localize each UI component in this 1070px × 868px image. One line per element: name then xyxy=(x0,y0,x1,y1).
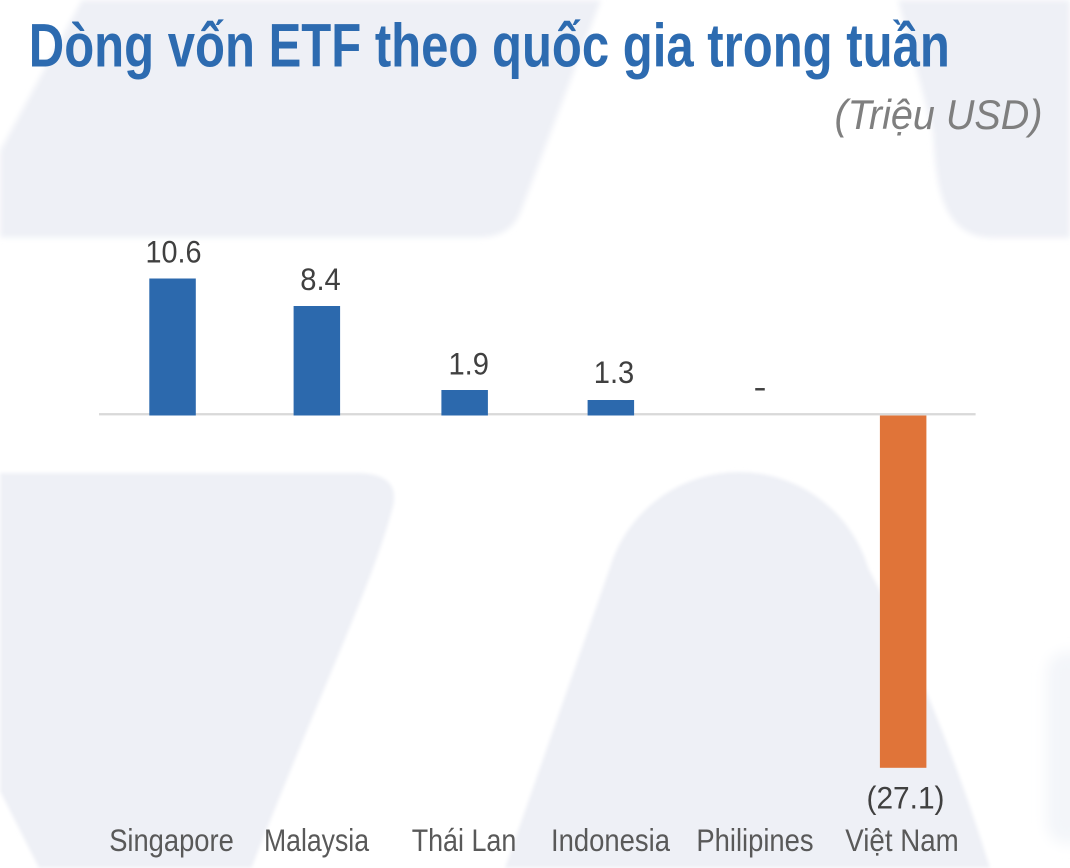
svg-text:Philipines: Philipines xyxy=(696,822,813,858)
svg-text:(Triệu USD): (Triệu USD) xyxy=(835,91,1043,138)
svg-text:Thái Lan: Thái Lan xyxy=(412,822,517,858)
svg-text:Việt Nam: Việt Nam xyxy=(845,822,959,858)
svg-text:8.4: 8.4 xyxy=(300,261,341,297)
svg-text:Indonesia: Indonesia xyxy=(551,822,670,858)
svg-text:(27.1): (27.1) xyxy=(867,780,945,816)
svg-text:1.9: 1.9 xyxy=(448,345,489,381)
svg-text:Singapore: Singapore xyxy=(109,822,234,858)
svg-text:1.3: 1.3 xyxy=(594,354,635,390)
svg-text:Malaysia: Malaysia xyxy=(264,822,369,858)
svg-text:10.6: 10.6 xyxy=(146,233,202,269)
svg-text:Dòng vốn ETF theo quốc gia tro: Dòng vốn ETF theo quốc gia trong tuần xyxy=(29,12,950,80)
svg-text:-: - xyxy=(754,368,767,404)
